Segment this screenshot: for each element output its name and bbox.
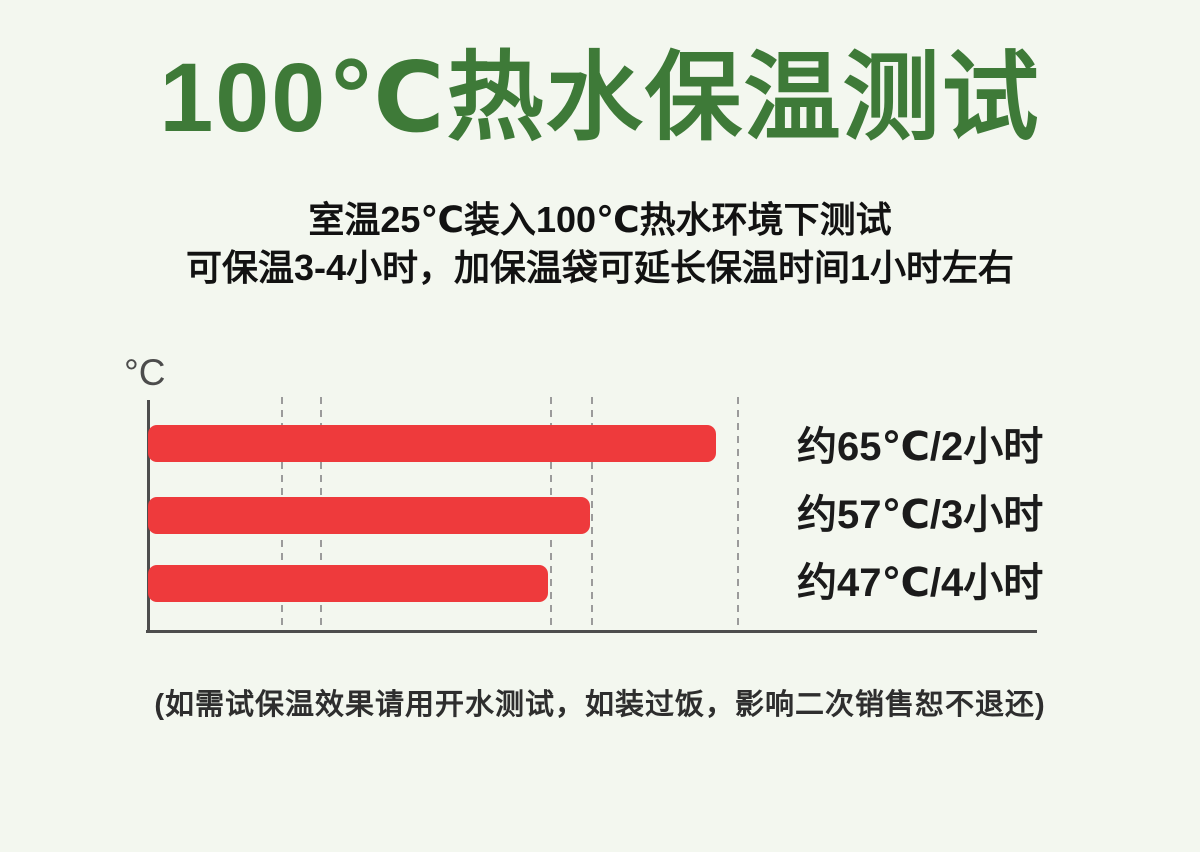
subtitle-line-2: 可保温3-4小时，加保温袋可延长保温时间1小时左右 <box>185 247 1015 288</box>
x-axis-line <box>146 630 1037 633</box>
bar-4-hours <box>148 565 548 602</box>
bar-3-hours <box>148 497 590 534</box>
dashed-gridline <box>737 397 739 631</box>
page-title: 100℃热水保温测试 <box>159 43 1041 152</box>
bar-label-2-hours: 约65℃/2小时 <box>797 425 1044 469</box>
bar-label-4-hours: 约47℃/4小时 <box>797 561 1044 605</box>
y-axis-unit-label: °C <box>124 352 166 393</box>
footer-note: (如需试保温效果请用开水测试，如装过饭，影响二次销售恕不退还) <box>154 689 1046 721</box>
bar-label-3-hours: 约57℃/3小时 <box>797 493 1044 537</box>
dashed-gridline <box>591 397 593 631</box>
subtitle: 室温25℃装入100℃热水环境下测试 可保温3-4小时，加保温袋可延长保温时间1… <box>0 196 1200 292</box>
bar-2-hours <box>148 425 716 462</box>
subtitle-line-1: 室温25℃装入100℃热水环境下测试 <box>308 199 892 240</box>
